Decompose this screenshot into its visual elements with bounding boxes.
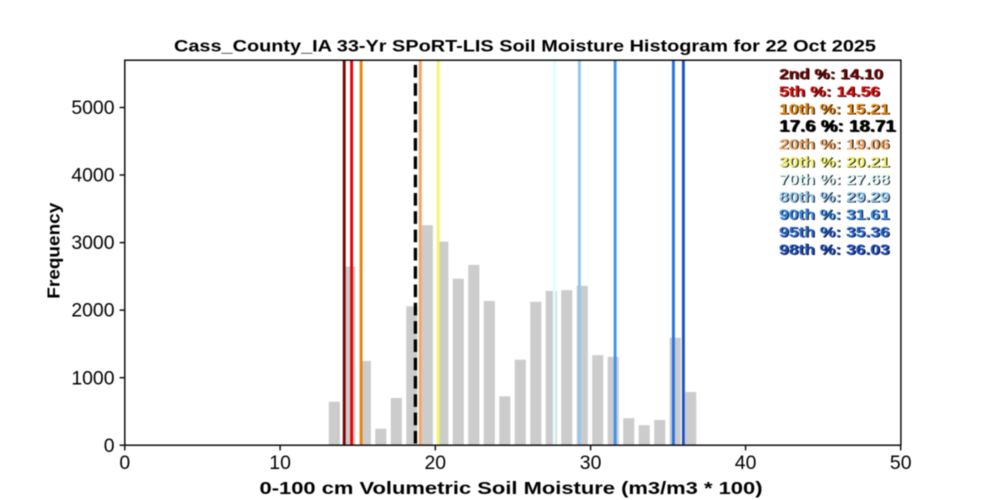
svg-text:5000: 5000 xyxy=(71,97,114,119)
svg-text:0: 0 xyxy=(104,435,115,457)
svg-text:10th %: 15.21: 10th %: 15.21 xyxy=(779,101,890,118)
svg-text:10: 10 xyxy=(269,452,291,474)
svg-text:20: 20 xyxy=(425,452,447,474)
svg-text:2nd %: 14.10: 2nd %: 14.10 xyxy=(780,67,884,84)
svg-text:17.6 %: 18.71: 17.6 %: 18.71 xyxy=(779,118,896,136)
svg-text:90th %: 31.61: 90th %: 31.61 xyxy=(779,207,890,224)
svg-text:70th %: 27.68: 70th %: 27.68 xyxy=(779,171,890,188)
svg-text:5th %: 14.56: 5th %: 14.56 xyxy=(780,84,881,101)
svg-text:30th %: 20.21: 30th %: 20.21 xyxy=(780,154,891,171)
svg-text:98th %: 36.03: 98th %: 36.03 xyxy=(780,242,891,259)
svg-text:80th %: 29.29: 80th %: 29.29 xyxy=(780,189,891,206)
svg-text:3000: 3000 xyxy=(71,232,114,254)
svg-text:17.6 %: 18.71: 17.6 %: 18.71 xyxy=(780,118,897,136)
svg-text:10th %: 15.21: 10th %: 15.21 xyxy=(780,102,891,119)
svg-text:0-100 cm Volumetric Soil Moist: 0-100 cm Volumetric Soil Moisture (m3/m3… xyxy=(260,478,763,498)
svg-text:Frequency: Frequency xyxy=(44,202,64,298)
svg-text:5th %: 14.56: 5th %: 14.56 xyxy=(779,84,880,101)
svg-text:80th %: 29.29: 80th %: 29.29 xyxy=(779,189,890,206)
svg-text:98th %: 36.03: 98th %: 36.03 xyxy=(779,242,890,259)
svg-text:4000: 4000 xyxy=(71,165,114,187)
svg-text:30: 30 xyxy=(580,452,602,474)
svg-text:20th %: 19.06: 20th %: 19.06 xyxy=(779,136,890,153)
svg-text:2000: 2000 xyxy=(71,300,114,322)
svg-text:Cass_County_IA 33-Yr SPoRT-LIS: Cass_County_IA 33-Yr SPoRT-LIS Soil Mois… xyxy=(174,38,876,56)
svg-text:2nd %: 14.10: 2nd %: 14.10 xyxy=(779,66,883,83)
svg-text:40: 40 xyxy=(735,452,757,474)
svg-text:30th %: 20.21: 30th %: 20.21 xyxy=(779,154,890,171)
svg-text:1000: 1000 xyxy=(71,367,114,389)
svg-text:20th %: 19.06: 20th %: 19.06 xyxy=(780,137,891,154)
svg-text:50: 50 xyxy=(890,452,912,474)
svg-text:0: 0 xyxy=(119,452,130,474)
svg-text:95th %: 35.36: 95th %: 35.36 xyxy=(779,224,890,241)
svg-text:70th %: 27.68: 70th %: 27.68 xyxy=(780,172,891,189)
svg-text:95th %: 35.36: 95th %: 35.36 xyxy=(780,225,891,242)
svg-text:90th %: 31.61: 90th %: 31.61 xyxy=(780,207,891,224)
